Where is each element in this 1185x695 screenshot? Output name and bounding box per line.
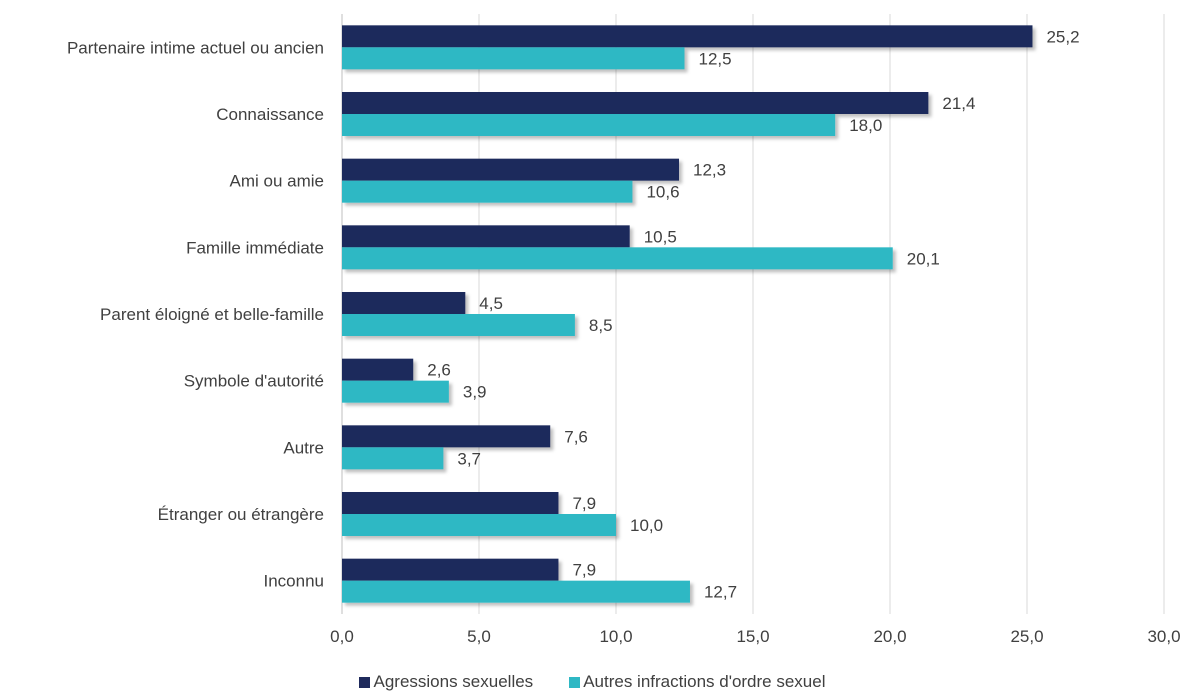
x-tick-label: 5,0: [467, 627, 491, 646]
data-label: 12,3: [693, 161, 726, 180]
bar-autres-infractions: [342, 247, 893, 270]
data-label: 3,9: [463, 383, 487, 402]
data-label: 8,5: [589, 316, 613, 335]
category-label: Symbole d'autorité: [184, 372, 324, 391]
bar-autres-infractions: [342, 47, 685, 70]
data-label: 10,5: [644, 227, 677, 246]
legend-label-autres: Autres infractions d'ordre sexuel: [583, 672, 826, 691]
bar-autres-infractions: [342, 447, 444, 470]
data-label: 7,6: [564, 427, 588, 446]
x-tick-label: 20,0: [873, 627, 906, 646]
legend-swatch-agressions: [359, 676, 371, 688]
bar-agressions-sexuelles: [342, 225, 630, 248]
bar-autres-infractions: [342, 380, 449, 403]
data-label: 10,6: [646, 183, 679, 202]
data-label: 7,9: [572, 494, 596, 513]
data-label: 3,7: [457, 449, 481, 468]
legend-item-agressions: Agressions sexuelles: [359, 672, 533, 692]
data-label: 20,1: [907, 249, 940, 268]
category-label: Inconnu: [264, 572, 325, 591]
x-tick-label: 0,0: [330, 627, 354, 646]
category-label: Parent éloigné et belle-famille: [100, 305, 324, 324]
category-label: Partenaire intime actuel ou ancien: [67, 38, 324, 57]
data-label: 21,4: [942, 94, 975, 113]
chart-legend: Agressions sexuelles Autres infractions …: [0, 672, 1185, 692]
data-label: 18,0: [849, 116, 882, 135]
bar-agressions-sexuelles: [342, 558, 559, 581]
data-label: 10,0: [630, 516, 663, 535]
legend-swatch-autres: [569, 676, 581, 688]
data-label: 25,2: [1046, 27, 1079, 46]
bar-agressions-sexuelles: [342, 425, 551, 448]
data-label: 12,5: [699, 49, 732, 68]
data-label: 2,6: [427, 361, 451, 380]
category-label: Connaissance: [216, 105, 324, 124]
bar-agressions-sexuelles: [342, 358, 414, 381]
category-label: Famille immédiate: [186, 238, 324, 257]
data-label: 12,7: [704, 583, 737, 602]
bar-agressions-sexuelles: [342, 492, 559, 514]
category-label: Étranger ou étrangère: [158, 505, 324, 524]
data-label: 4,5: [479, 294, 503, 313]
x-tick-label: 25,0: [1010, 627, 1043, 646]
legend-label-agressions: Agressions sexuelles: [373, 672, 534, 691]
bar-agressions-sexuelles: [342, 158, 680, 181]
x-tick-label: 15,0: [736, 627, 769, 646]
x-tick-label: 30,0: [1147, 627, 1180, 646]
bar-agressions-sexuelles: [342, 25, 1033, 48]
bar-autres-infractions: [342, 180, 633, 203]
category-label: Autre: [283, 438, 324, 457]
bar-autres-infractions: [342, 314, 575, 336]
data-label: 7,9: [572, 561, 596, 580]
bar-agressions-sexuelles: [342, 92, 929, 114]
x-tick-label: 10,0: [599, 627, 632, 646]
bar-autres-infractions: [342, 514, 616, 536]
legend-item-autres: Autres infractions d'ordre sexuel: [569, 672, 826, 692]
bar-agressions-sexuelles: [342, 292, 466, 314]
category-label: Ami ou amie: [230, 172, 324, 191]
bar-autres-infractions: [342, 114, 836, 136]
bar-autres-infractions: [342, 580, 690, 603]
